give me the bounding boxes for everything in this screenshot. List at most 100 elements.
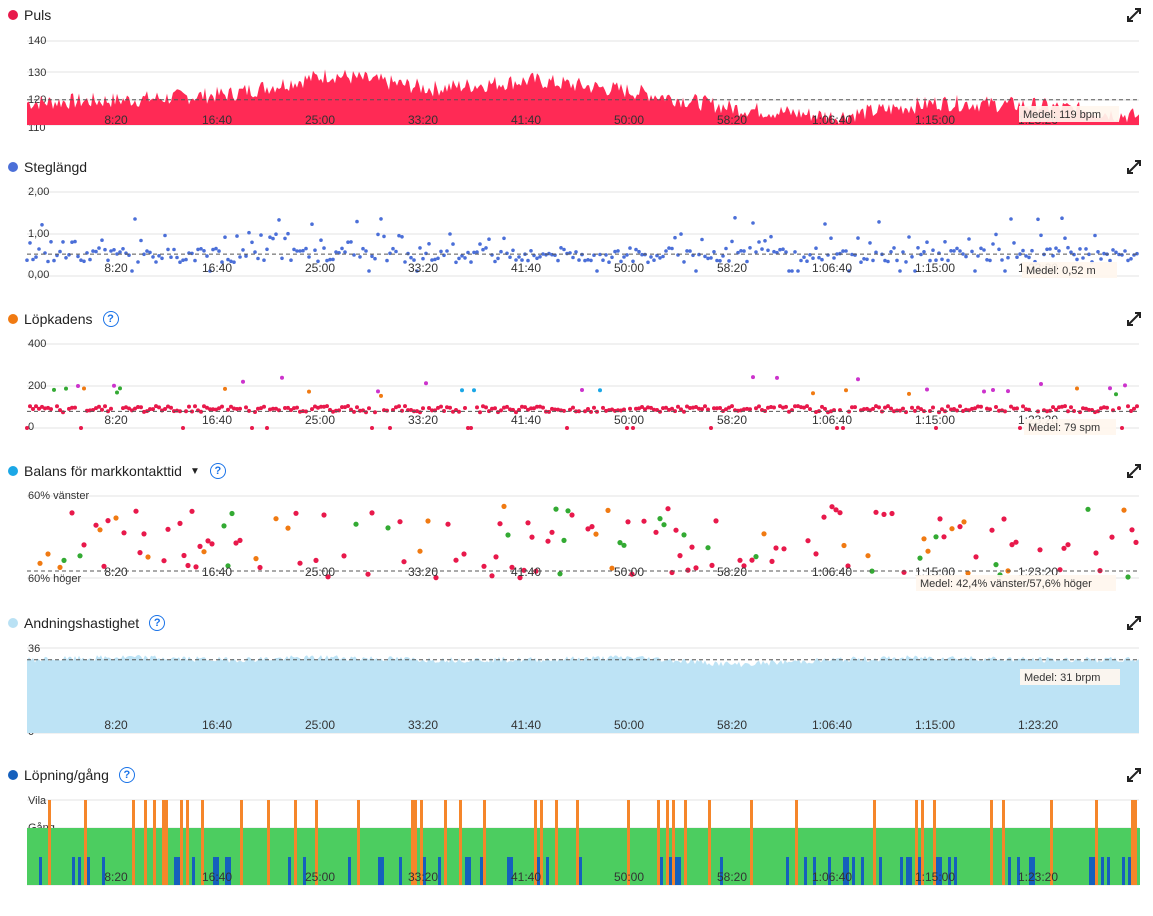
data-point bbox=[550, 252, 554, 257]
bar-gang bbox=[1047, 828, 1050, 885]
data-point bbox=[904, 260, 908, 264]
bar-gang bbox=[972, 828, 975, 885]
x-tick-label: 41:40 bbox=[511, 870, 541, 884]
bar-gang bbox=[60, 828, 63, 885]
expand-icon[interactable] bbox=[1127, 160, 1141, 174]
bar-gang bbox=[372, 828, 375, 885]
data-point bbox=[892, 246, 896, 250]
data-point bbox=[721, 254, 725, 258]
expand-icon[interactable] bbox=[1127, 768, 1141, 782]
bar-gang bbox=[852, 828, 855, 857]
bar-gang bbox=[237, 828, 240, 885]
data-point bbox=[877, 220, 881, 224]
data-point bbox=[241, 248, 245, 252]
bar-gang bbox=[378, 828, 381, 857]
data-point bbox=[934, 258, 938, 262]
data-point bbox=[529, 406, 533, 411]
data-point bbox=[1045, 409, 1049, 414]
data-point bbox=[1123, 383, 1127, 388]
bar-lopning bbox=[660, 857, 663, 885]
data-point bbox=[823, 222, 827, 226]
data-point bbox=[709, 256, 713, 260]
bar-gang bbox=[882, 828, 885, 885]
panel-header: Löpning/gång ? bbox=[8, 764, 135, 786]
bar-gang bbox=[279, 828, 282, 885]
data-point bbox=[769, 558, 775, 564]
data-point bbox=[223, 386, 227, 391]
data-point bbox=[193, 258, 197, 263]
data-point bbox=[271, 406, 275, 411]
data-point bbox=[742, 407, 746, 412]
data-point bbox=[154, 404, 158, 409]
help-icon[interactable]: ? bbox=[149, 615, 166, 631]
expand-icon[interactable] bbox=[1127, 464, 1141, 478]
bar-gang bbox=[1101, 828, 1104, 857]
data-point bbox=[523, 405, 527, 410]
data-point bbox=[262, 258, 266, 262]
series-dot-icon bbox=[8, 162, 18, 172]
data-point bbox=[1078, 247, 1082, 251]
expand-icon[interactable] bbox=[1127, 312, 1141, 326]
panel-title: Löpning/gång bbox=[24, 767, 109, 783]
bar-gang bbox=[1053, 828, 1056, 885]
data-point bbox=[991, 242, 995, 246]
data-point bbox=[1054, 407, 1058, 412]
bar-gang bbox=[504, 828, 507, 885]
data-point bbox=[535, 256, 539, 261]
help-icon[interactable]: ? bbox=[118, 767, 135, 783]
help-icon[interactable]: ? bbox=[102, 311, 119, 327]
x-tick-label: 41:40 bbox=[511, 113, 541, 127]
bar-lopning bbox=[102, 857, 105, 885]
chevron-down-icon[interactable]: ▼ bbox=[189, 465, 200, 477]
bar-gang bbox=[963, 828, 966, 885]
data-point bbox=[811, 256, 815, 260]
data-point bbox=[688, 249, 692, 253]
expand-icon[interactable] bbox=[1127, 8, 1141, 22]
data-point bbox=[961, 409, 965, 413]
data-point bbox=[1123, 249, 1127, 253]
bar-gang bbox=[195, 828, 198, 885]
bar-gang bbox=[408, 828, 411, 885]
data-point bbox=[1105, 405, 1109, 410]
data-point bbox=[205, 538, 211, 544]
bar-vila bbox=[750, 800, 753, 885]
data-point bbox=[433, 575, 439, 581]
mean-label: Medel: 0,52 m bbox=[1026, 265, 1096, 277]
data-point bbox=[391, 246, 395, 251]
bar-vila bbox=[294, 800, 297, 885]
bar-gang bbox=[276, 828, 279, 885]
bar-vila bbox=[915, 800, 918, 885]
help-icon[interactable]: ? bbox=[209, 463, 226, 479]
bar-gang bbox=[546, 828, 549, 857]
bar-gang bbox=[585, 828, 588, 885]
data-point bbox=[845, 563, 851, 569]
data-point bbox=[109, 406, 113, 411]
data-point bbox=[241, 379, 245, 384]
expand-icon[interactable] bbox=[1127, 616, 1141, 630]
data-point bbox=[961, 252, 965, 256]
bar-gang bbox=[30, 828, 33, 885]
data-point bbox=[709, 562, 715, 568]
data-point bbox=[1051, 254, 1055, 258]
x-tick-label: 16:40 bbox=[202, 565, 232, 579]
data-point bbox=[664, 405, 668, 410]
data-point bbox=[965, 570, 971, 576]
data-point bbox=[769, 234, 773, 239]
data-point bbox=[406, 251, 410, 256]
data-point bbox=[250, 426, 254, 430]
data-point bbox=[709, 426, 713, 430]
data-point bbox=[685, 404, 689, 409]
data-point bbox=[535, 404, 539, 409]
data-point bbox=[340, 405, 344, 410]
data-point bbox=[889, 510, 895, 517]
bar-gang bbox=[891, 828, 894, 885]
data-point bbox=[238, 406, 242, 411]
data-point bbox=[562, 408, 566, 413]
data-point bbox=[310, 222, 314, 226]
bar-gang bbox=[957, 828, 960, 885]
bar-gang bbox=[324, 828, 327, 885]
data-point bbox=[181, 426, 185, 430]
data-point bbox=[592, 405, 596, 410]
data-point bbox=[985, 258, 989, 262]
data-point bbox=[670, 406, 674, 411]
